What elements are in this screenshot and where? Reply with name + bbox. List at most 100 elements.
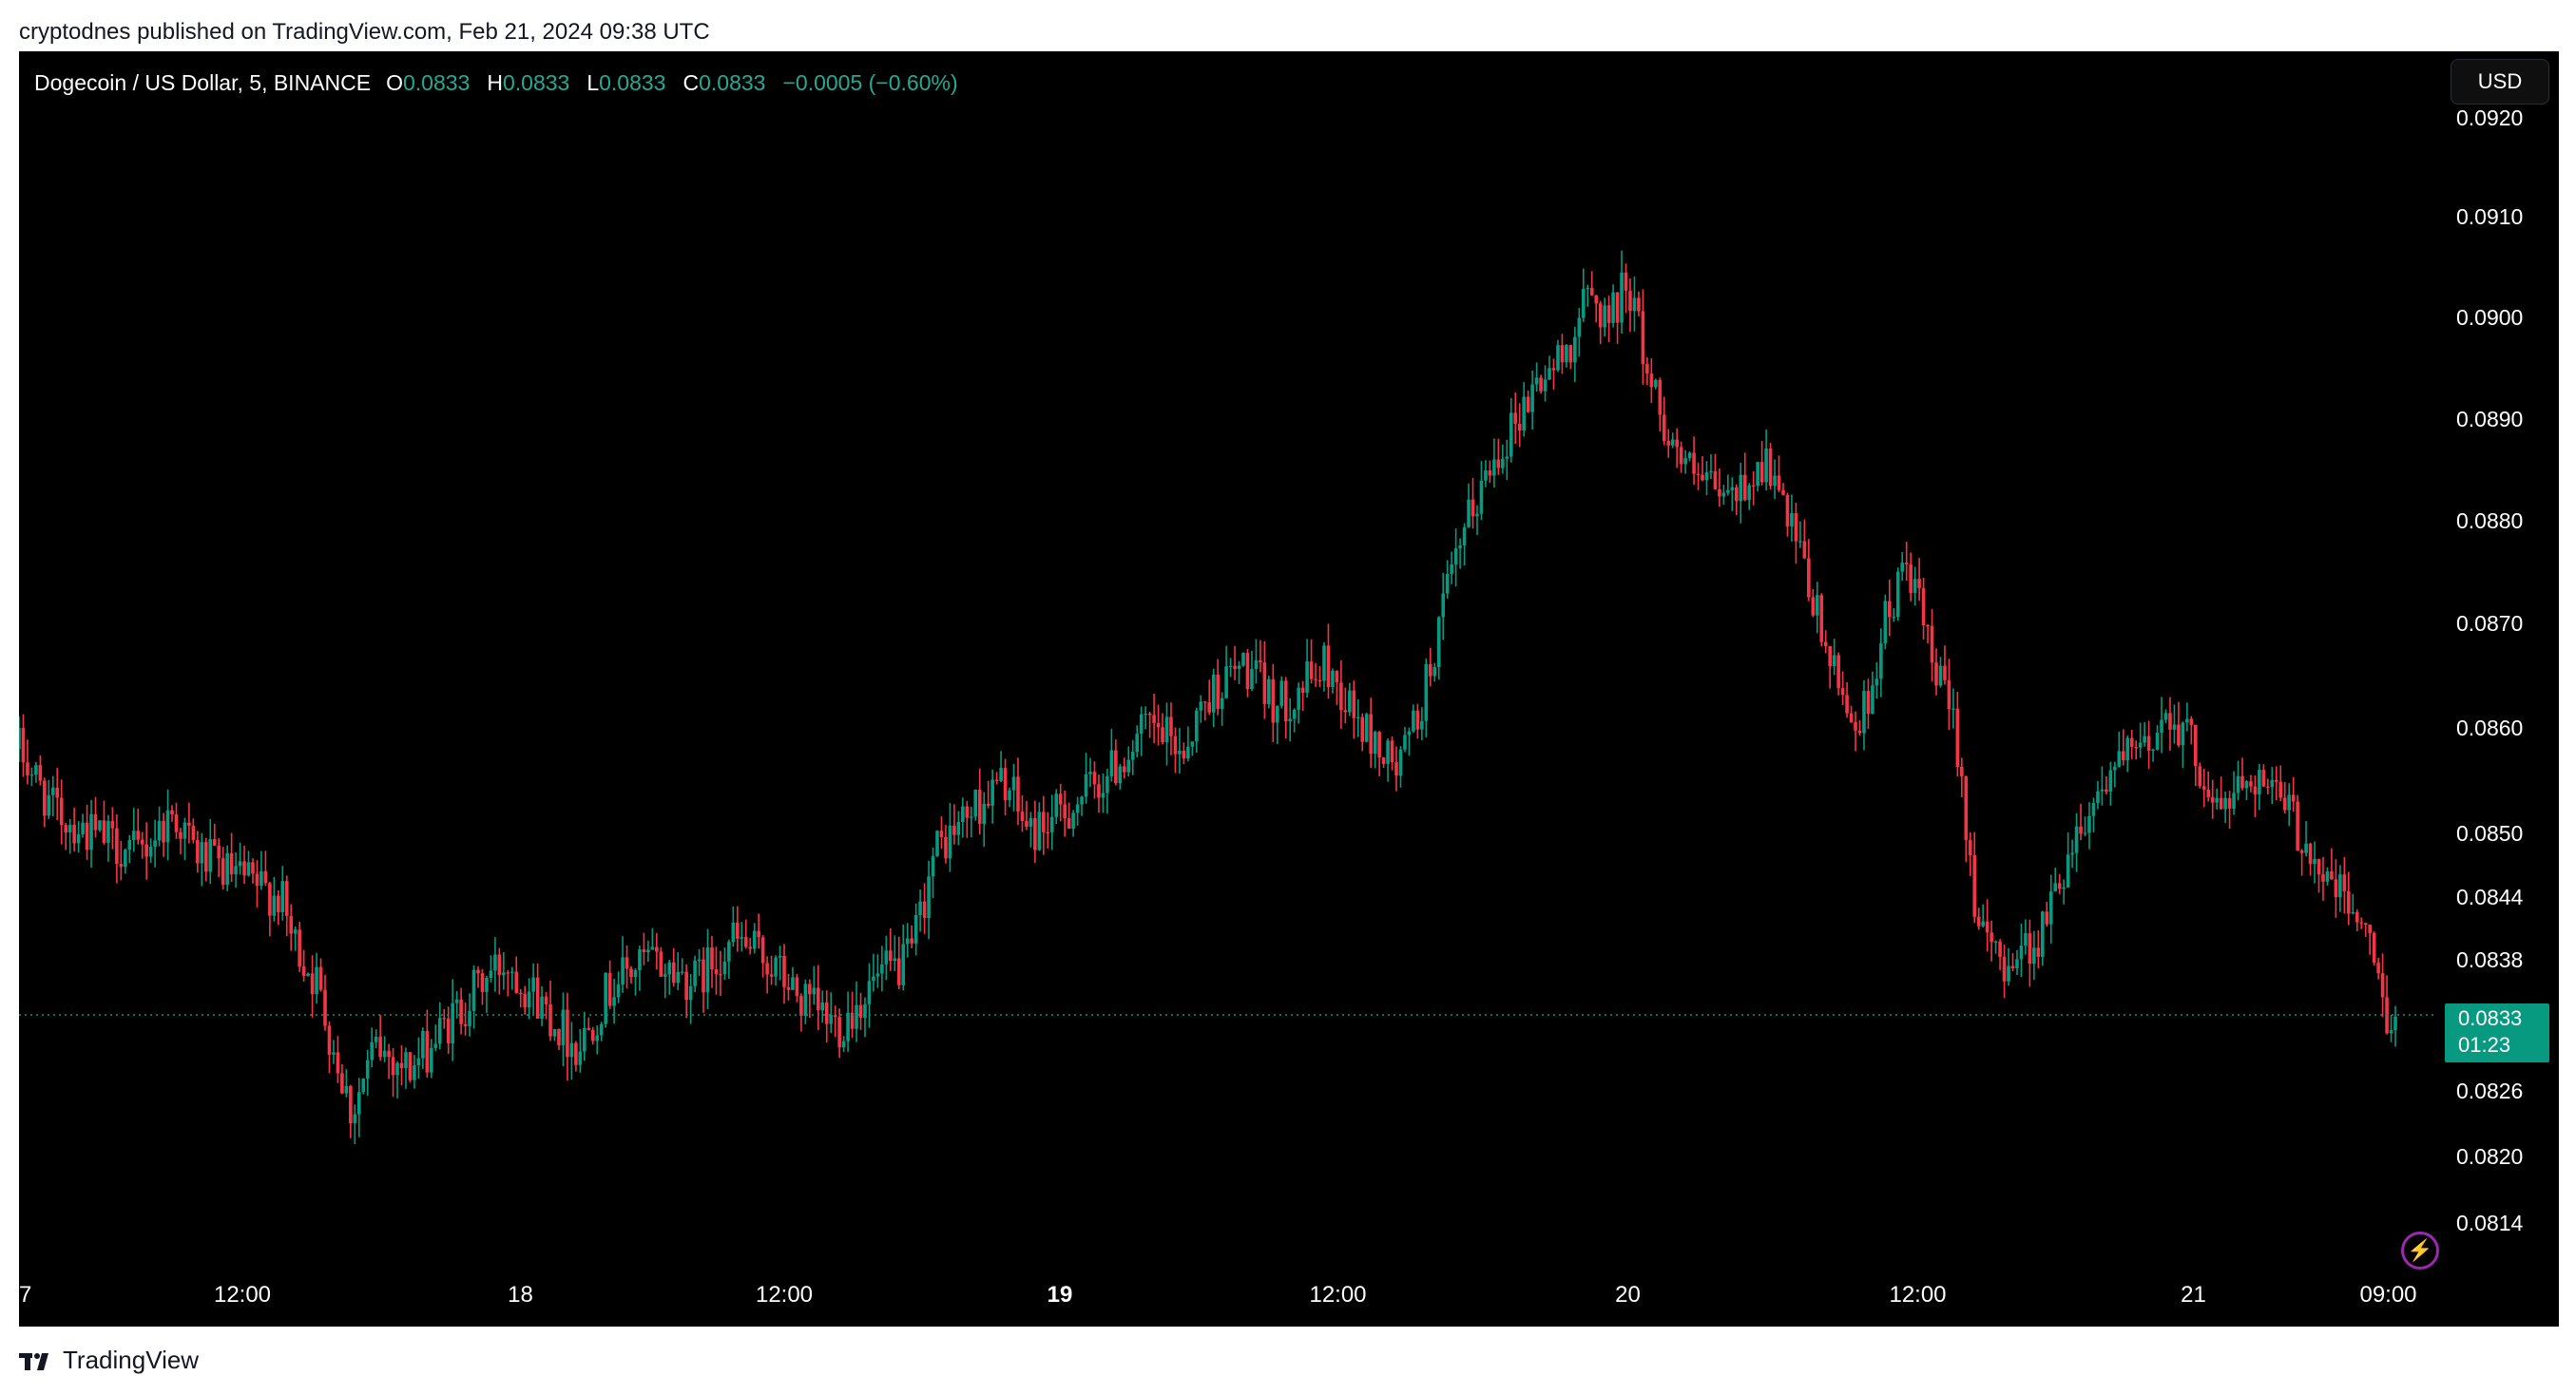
candle-body	[939, 831, 944, 837]
candle-body	[1823, 641, 1828, 647]
candle-body	[1726, 490, 1730, 493]
candle-body	[1492, 459, 1496, 476]
candle-body	[26, 762, 29, 775]
candle-body	[1394, 762, 1398, 776]
candle-body	[1781, 489, 1785, 495]
candle-body	[1751, 485, 1756, 487]
candle-body	[2253, 786, 2258, 794]
candle-body	[1539, 377, 1543, 392]
candle-body	[497, 954, 502, 976]
candle-body	[1900, 563, 1905, 572]
candle-body	[315, 966, 318, 995]
candle-body	[621, 957, 625, 985]
candle-body	[43, 780, 47, 816]
currency-button[interactable]: USD	[2451, 59, 2549, 105]
candle-body	[353, 1114, 357, 1124]
y-tick-label: 0.0850	[2456, 821, 2523, 846]
candle-body	[2079, 826, 2083, 834]
candle-body	[382, 1050, 387, 1058]
candle-body	[667, 962, 672, 975]
candle-body	[1701, 474, 1704, 481]
candle-body	[1403, 735, 1407, 750]
candle-body	[200, 842, 204, 864]
candle-body	[2282, 797, 2287, 811]
candle-body	[277, 895, 280, 913]
candle-body	[421, 1030, 425, 1059]
candle-body	[349, 1085, 353, 1124]
candle-body	[655, 946, 659, 952]
candle-body	[1964, 775, 1969, 840]
candle-body	[786, 986, 791, 990]
candle-body	[2376, 963, 2380, 974]
candle-body	[433, 1043, 438, 1048]
candle-body	[1718, 488, 1721, 497]
candle-body	[616, 984, 621, 998]
candle-body	[442, 1018, 447, 1020]
tradingview-footer-logo[interactable]: TradingView	[19, 1346, 199, 1375]
candle-body	[1730, 487, 1735, 491]
x-tick-label: 12:00	[214, 1282, 271, 1308]
candle-body	[1233, 665, 1237, 669]
candle-body	[2215, 797, 2219, 803]
symbol-title[interactable]: Dogecoin / US Dollar, 5, BINANCE	[34, 70, 372, 95]
candle-body	[1147, 714, 1152, 716]
candle-body	[1679, 447, 1683, 465]
candle-body	[2198, 766, 2202, 787]
candlestick-chart[interactable]: 0.0814 0.0820 0.0826 0.0838 0.0844 0.0850 0.08…	[19, 51, 2559, 1327]
candle-body	[990, 779, 994, 806]
candle-body	[162, 820, 165, 843]
candle-body	[1003, 768, 1008, 801]
candle-body	[55, 787, 60, 798]
candle-body	[2121, 751, 2125, 761]
candle-body	[659, 951, 663, 977]
candle-body	[1530, 384, 1534, 412]
candle-body	[408, 1052, 413, 1080]
candle-body	[1522, 396, 1526, 431]
candle-body	[64, 825, 67, 833]
candle-body	[1314, 678, 1317, 680]
candle-body	[1742, 474, 1747, 501]
x-tick-label: 21	[2181, 1282, 2206, 1308]
candle-body	[2134, 747, 2138, 749]
candle-body	[714, 969, 719, 975]
candle-body	[561, 1009, 566, 1046]
candle-body	[2015, 959, 2019, 969]
candle-body	[2168, 713, 2172, 730]
candle-body	[395, 1062, 399, 1076]
candle-body	[1934, 662, 1938, 686]
candle-body	[212, 839, 217, 846]
chart-panel[interactable]: 0.0814 0.0820 0.0826 0.0838 0.0844 0.0850 0.08…	[19, 51, 2559, 1327]
candle-body	[1615, 292, 1620, 323]
high-value: 0.0833	[502, 70, 570, 95]
candle-body	[650, 946, 655, 950]
candle-body	[1130, 752, 1135, 760]
candle-body	[1195, 710, 1199, 742]
candle-body	[2155, 732, 2160, 750]
candle-body	[1874, 678, 1879, 686]
candle-body	[1390, 740, 1394, 763]
candle-body	[1173, 736, 1178, 755]
candle-body	[446, 1018, 451, 1044]
lightning-icon[interactable]: ⚡	[2401, 1232, 2439, 1270]
candle-body	[298, 929, 301, 967]
candle-body	[1028, 817, 1033, 827]
candle-body	[2393, 1016, 2397, 1031]
candle-body	[1998, 941, 2002, 957]
candle-body	[2117, 751, 2122, 767]
candle-body	[2359, 922, 2364, 924]
close-label: C	[682, 70, 700, 95]
candle-body	[2100, 789, 2105, 792]
candle-body	[1300, 687, 1305, 693]
candle-body	[1488, 470, 1492, 476]
candle-body	[935, 831, 939, 856]
candle-body	[1283, 680, 1288, 722]
candle-body	[1063, 804, 1067, 819]
candle-body	[863, 1003, 867, 1019]
candle-body	[229, 852, 234, 875]
candle-body	[1976, 916, 1981, 927]
candle-body	[437, 1018, 442, 1044]
candle-body	[1462, 526, 1467, 546]
candle-body	[518, 992, 523, 995]
open-value: 0.0833	[402, 70, 471, 95]
candle-body	[1161, 727, 1164, 743]
